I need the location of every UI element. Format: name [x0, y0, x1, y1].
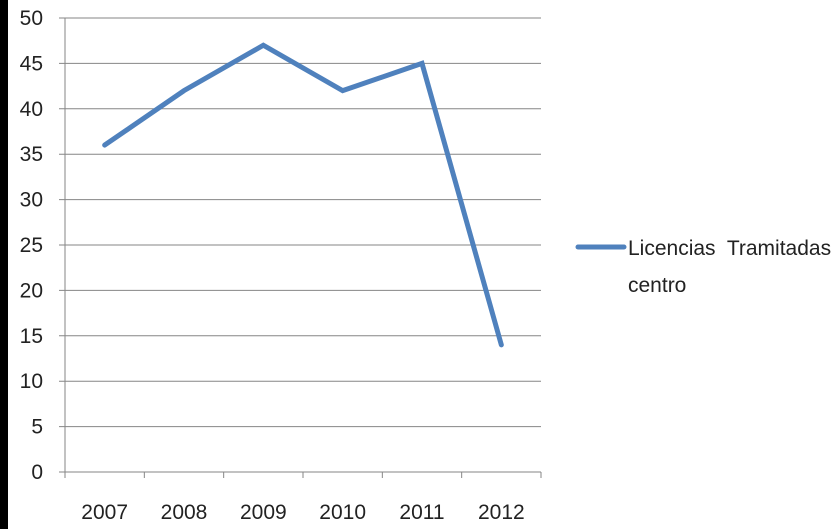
y-tick-label: 40 — [20, 98, 43, 121]
y-tick-label: 20 — [20, 279, 43, 302]
y-tick-label: 50 — [20, 7, 43, 30]
y-tick-label: 30 — [20, 189, 43, 212]
x-tick-label: 2010 — [319, 501, 366, 524]
y-tick-label: 25 — [20, 234, 43, 257]
x-tick-label: 2008 — [161, 501, 208, 524]
x-tick-label: 2011 — [399, 501, 444, 524]
legend-label-line-1: Licencias Tramitadas — [628, 237, 831, 260]
y-tick-label: 0 — [31, 461, 43, 484]
left-border — [0, 0, 8, 529]
y-tick-label: 35 — [20, 143, 43, 166]
x-tick-label: 2012 — [478, 501, 525, 524]
series-line — [102, 42, 504, 348]
y-tick-label: 10 — [20, 370, 43, 393]
axes — [59, 18, 542, 478]
y-tick-label: 45 — [20, 52, 43, 75]
y-tick-labels: 0 5 10 15 20 25 30 35 40 45 50 — [20, 7, 43, 484]
y-tick-label: 15 — [20, 325, 43, 348]
x-tick-label: 2007 — [81, 501, 128, 524]
y-tick-label: 5 — [31, 416, 43, 439]
legend-label-line-2: centro — [628, 274, 686, 297]
series-lines — [102, 42, 504, 348]
legend: Licencias Tramitadas centro — [575, 237, 831, 297]
x-tick-label: 2009 — [240, 501, 287, 524]
x-tick-labels: 2007 2008 2009 2010 2011 2012 — [81, 501, 524, 524]
